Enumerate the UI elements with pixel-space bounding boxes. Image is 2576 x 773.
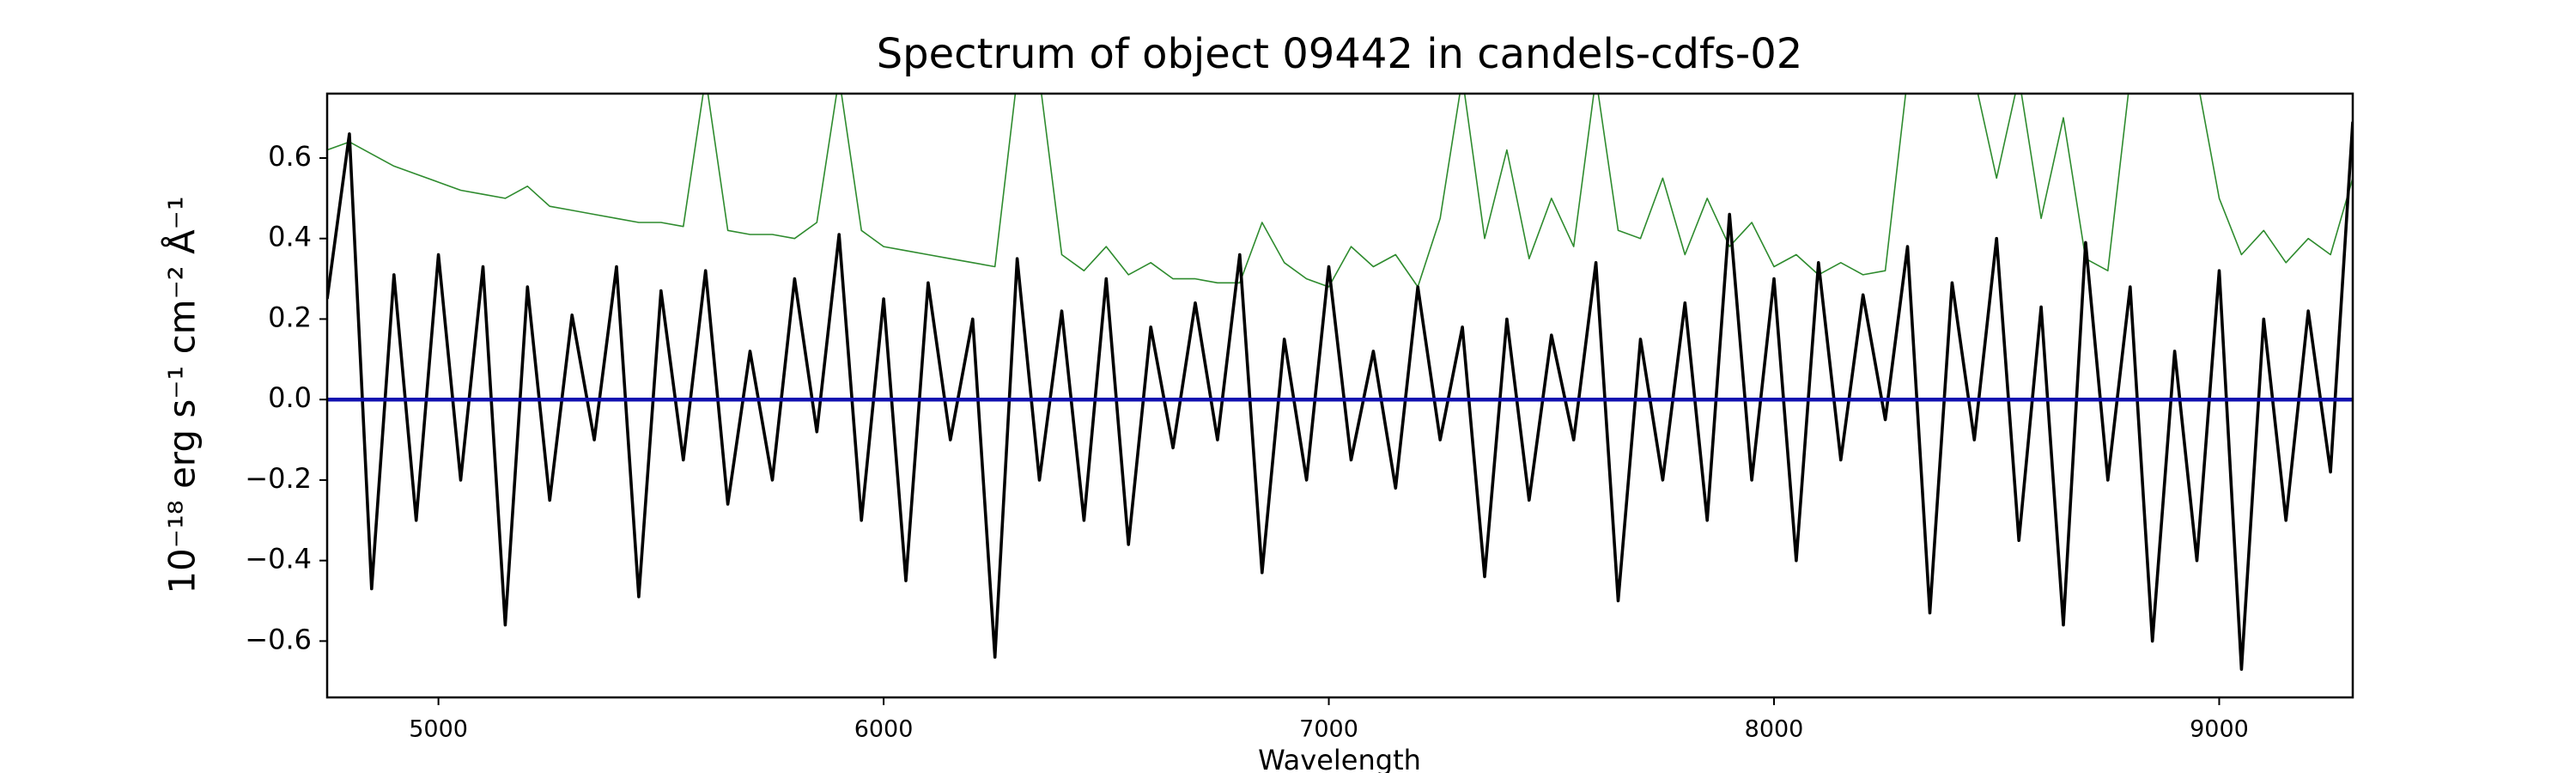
x-tick-label: 6000	[854, 716, 914, 743]
spectrum-line	[327, 121, 2353, 671]
x-tick-label: 9000	[2190, 716, 2249, 743]
y-tick-label: −0.4	[245, 543, 312, 575]
y-tick-label: 0.6	[268, 140, 312, 173]
spectrum-line	[327, 94, 2353, 288]
plot-frame	[325, 92, 2354, 699]
y-tick-label: 0.4	[268, 221, 312, 253]
x-tick-label: 8000	[1745, 716, 1804, 743]
y-tick-label: 0.2	[268, 301, 312, 333]
x-axis-label: Wavelength	[1258, 744, 1421, 773]
plot-area	[327, 94, 2353, 671]
y-axis-label: 10⁻¹⁸ erg s⁻¹ cm⁻² Å⁻¹	[161, 196, 204, 593]
y-tick-label: −0.2	[245, 462, 312, 495]
x-tick-label: 5000	[409, 716, 468, 743]
y-tick-label: −0.6	[245, 623, 312, 655]
chart-title: Spectrum of object 09442 in candels-cdfs…	[877, 30, 1803, 78]
y-tick-label: 0.0	[268, 381, 312, 414]
x-tick-label: 7000	[1299, 716, 1358, 743]
